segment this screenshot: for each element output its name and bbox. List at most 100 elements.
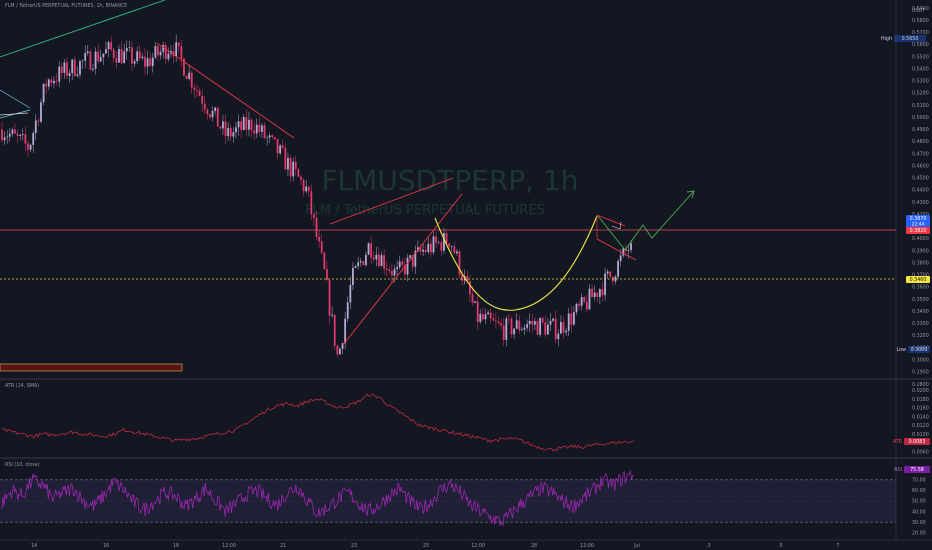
candle	[385, 268, 388, 270]
price-tick-label: 0.2800	[912, 382, 929, 388]
candle	[214, 107, 217, 111]
candle	[24, 134, 27, 144]
atr-line[interactable]	[1, 393, 634, 452]
candle	[216, 107, 219, 127]
rsi-tick-label: 60.00	[912, 488, 926, 494]
time-tick-label: 23	[351, 543, 357, 549]
candle	[29, 144, 32, 150]
bull-flag[interactable]	[596, 214, 637, 261]
rsi-line[interactable]	[1, 469, 634, 527]
candle	[593, 292, 596, 298]
candle	[271, 135, 274, 138]
candlestick-series[interactable]	[1, 34, 632, 358]
candle	[34, 120, 37, 134]
candle	[105, 49, 107, 54]
candle	[110, 42, 113, 50]
candle	[97, 51, 100, 62]
candle	[557, 333, 560, 340]
price-tick-label: 0.4400	[912, 188, 929, 194]
candle	[349, 284, 352, 303]
candle	[302, 179, 305, 192]
candle	[112, 49, 115, 59]
candle	[476, 301, 479, 322]
candle	[380, 255, 383, 267]
candle	[94, 51, 97, 69]
candle	[609, 271, 612, 277]
time-tick-label: 12:00	[471, 543, 485, 549]
candle	[388, 269, 391, 272]
atr-tick-label: 0.0140	[912, 414, 929, 420]
candle	[300, 176, 302, 180]
candle	[401, 261, 404, 265]
candle	[424, 249, 427, 253]
yellow-line-badge: 0.3460	[906, 276, 930, 283]
candle	[469, 281, 471, 295]
candle	[315, 217, 318, 237]
candle	[224, 121, 227, 137]
candle	[133, 61, 136, 64]
candle	[578, 303, 580, 306]
atr-badge-value: 0.0083	[909, 439, 926, 445]
candle	[253, 130, 256, 134]
price-tick-label: 0.4600	[912, 163, 929, 169]
candle	[11, 129, 14, 134]
position-box[interactable]	[0, 363, 183, 372]
rsi-badge: RSI 75.58	[894, 466, 930, 473]
candle	[440, 242, 443, 251]
candle	[193, 87, 196, 90]
candle	[154, 46, 157, 58]
candle	[274, 137, 276, 139]
candle	[354, 266, 357, 268]
price-tick-label: 0.4000	[912, 236, 929, 242]
candle	[149, 58, 152, 66]
candle	[232, 132, 235, 137]
last-price-value: 0.3870	[910, 216, 927, 222]
candle	[235, 127, 237, 133]
red-line-value: 0.3820	[910, 228, 927, 234]
candle	[492, 318, 495, 321]
price-tick-label: 0.5500	[912, 54, 929, 60]
atr-badge: ATR 0.0083	[893, 438, 930, 445]
red-descending-trendline[interactable]	[156, 42, 295, 139]
candle	[432, 236, 435, 253]
candle	[339, 348, 341, 355]
candle	[86, 51, 89, 54]
time-tick-label: 18	[173, 543, 179, 549]
candle	[567, 313, 570, 331]
green-trendline[interactable]	[0, 0, 166, 58]
atr-tick-label: 0.0060	[912, 449, 929, 455]
candle	[219, 126, 222, 129]
candle	[352, 267, 354, 285]
rising-wedge-upper[interactable]	[329, 177, 454, 225]
candle	[513, 328, 516, 335]
projection-arrow[interactable]	[597, 190, 695, 251]
left-wedge[interactable]	[0, 89, 31, 119]
candle	[66, 62, 68, 77]
candle	[391, 271, 393, 276]
candle	[281, 145, 284, 148]
candle	[37, 120, 40, 122]
candle	[261, 125, 263, 132]
rounded-bottom-curve[interactable]	[434, 215, 598, 311]
candle	[336, 345, 339, 355]
price-tick-label: 0.5300	[912, 79, 929, 85]
time-tick-label: 14	[31, 543, 37, 549]
candle	[549, 320, 552, 325]
candle	[131, 47, 133, 64]
price-tick-label: 0.3300	[912, 321, 929, 327]
rsi-tick-label: 70.00	[912, 478, 926, 484]
rising-wedge-lower[interactable]	[342, 193, 463, 346]
candle	[99, 57, 102, 62]
candle	[40, 102, 42, 122]
candle	[344, 318, 347, 344]
rsi-tick-label: 30.00	[912, 520, 926, 526]
candle	[128, 47, 131, 48]
price-tick-label: 0.3400	[912, 309, 929, 315]
time-tick-label: 21	[280, 543, 286, 549]
time-tick-label: 12:00	[222, 543, 236, 549]
candle	[42, 83, 45, 103]
candle	[162, 44, 165, 52]
time-axis[interactable]: 14 16 18 12:00 21 23 25 12:00 28 12:00 Jul 3 5 7	[31, 543, 840, 549]
rsi-title: RSI (10, close)	[5, 462, 40, 468]
